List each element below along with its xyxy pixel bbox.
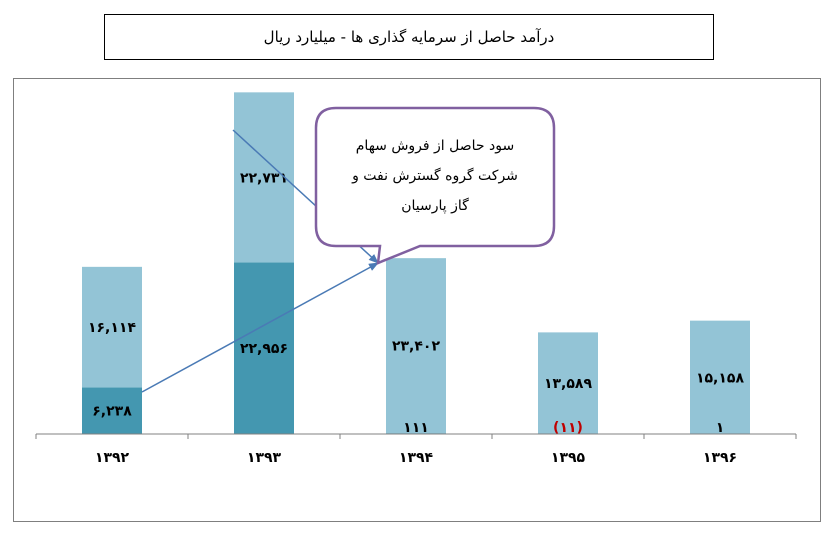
data-label-series2-4: ۱۵,۱۵۸ bbox=[696, 370, 744, 386]
chart-title: درآمد حاصل از سرمایه گذاری ها - میلیارد … bbox=[263, 28, 555, 46]
data-label-series2-0: ۱۶,۱۱۴ bbox=[88, 320, 136, 336]
bar-segment-series2-3 bbox=[538, 332, 598, 434]
x-tick-label-0: ۱۳۹۲ bbox=[95, 450, 130, 466]
x-tick-label-4: ۱۳۹۶ bbox=[703, 450, 737, 466]
data-label-series2-3: ۱۳,۵۸۹ bbox=[544, 376, 592, 392]
bar-segment-series2-4 bbox=[690, 320, 750, 434]
callout-bubble: سود حاصل از فروش سهام شرکت گروه گسترش نف… bbox=[314, 106, 556, 265]
bar-segment-series1-0 bbox=[82, 387, 142, 434]
chart-frame bbox=[13, 78, 821, 522]
chart-title-box: درآمد حاصل از سرمایه گذاری ها - میلیارد … bbox=[104, 14, 714, 60]
callout-line-3: گاز پارسیان bbox=[401, 197, 469, 214]
data-label-series2-2: ۲۳,۴۰۲ bbox=[392, 339, 440, 355]
bar-segment-series2-2 bbox=[386, 258, 446, 434]
data-label-series1-0: ۶,۲۳۸ bbox=[92, 404, 132, 420]
bars-layer: ۶,۲۳۸ ۱۶,۱۱۴ ۲۲,۹۵۶ ۲۲,۷۳۱ ۱۱۱ ۲۳,۴۰۲ (۱۱) ۱۳,۵… bbox=[82, 92, 750, 436]
x-tick-label-3: ۱۳۹۵ bbox=[551, 450, 586, 466]
x-tick-label-1: ۱۳۹۳ bbox=[247, 450, 282, 466]
data-label-series1-2: ۱۱۱ bbox=[403, 420, 429, 436]
x-tick-label-2: ۱۳۹۴ bbox=[399, 450, 434, 466]
bar-segment-series1-1 bbox=[234, 262, 294, 434]
bar-segment-series2-0 bbox=[82, 266, 142, 388]
x-axis: ۱۳۹۲ ۱۳۹۳ ۱۳۹۴ ۱۳۹۵ ۱۳۹۶ bbox=[35, 433, 797, 466]
data-label-series2-1: ۲۲,۷۳۱ bbox=[240, 170, 288, 186]
data-label-series1-1: ۲۲,۹۵۶ bbox=[240, 341, 288, 357]
arrow-from-1392 bbox=[141, 262, 379, 393]
callout-line-2: شرکت گروه گسترش نفت و bbox=[351, 167, 518, 184]
callout-line-1: سود حاصل از فروش سهام bbox=[356, 138, 514, 154]
data-label-series1-3: (۱۱) bbox=[553, 420, 583, 436]
data-label-series1-4: ۱ bbox=[716, 420, 725, 436]
